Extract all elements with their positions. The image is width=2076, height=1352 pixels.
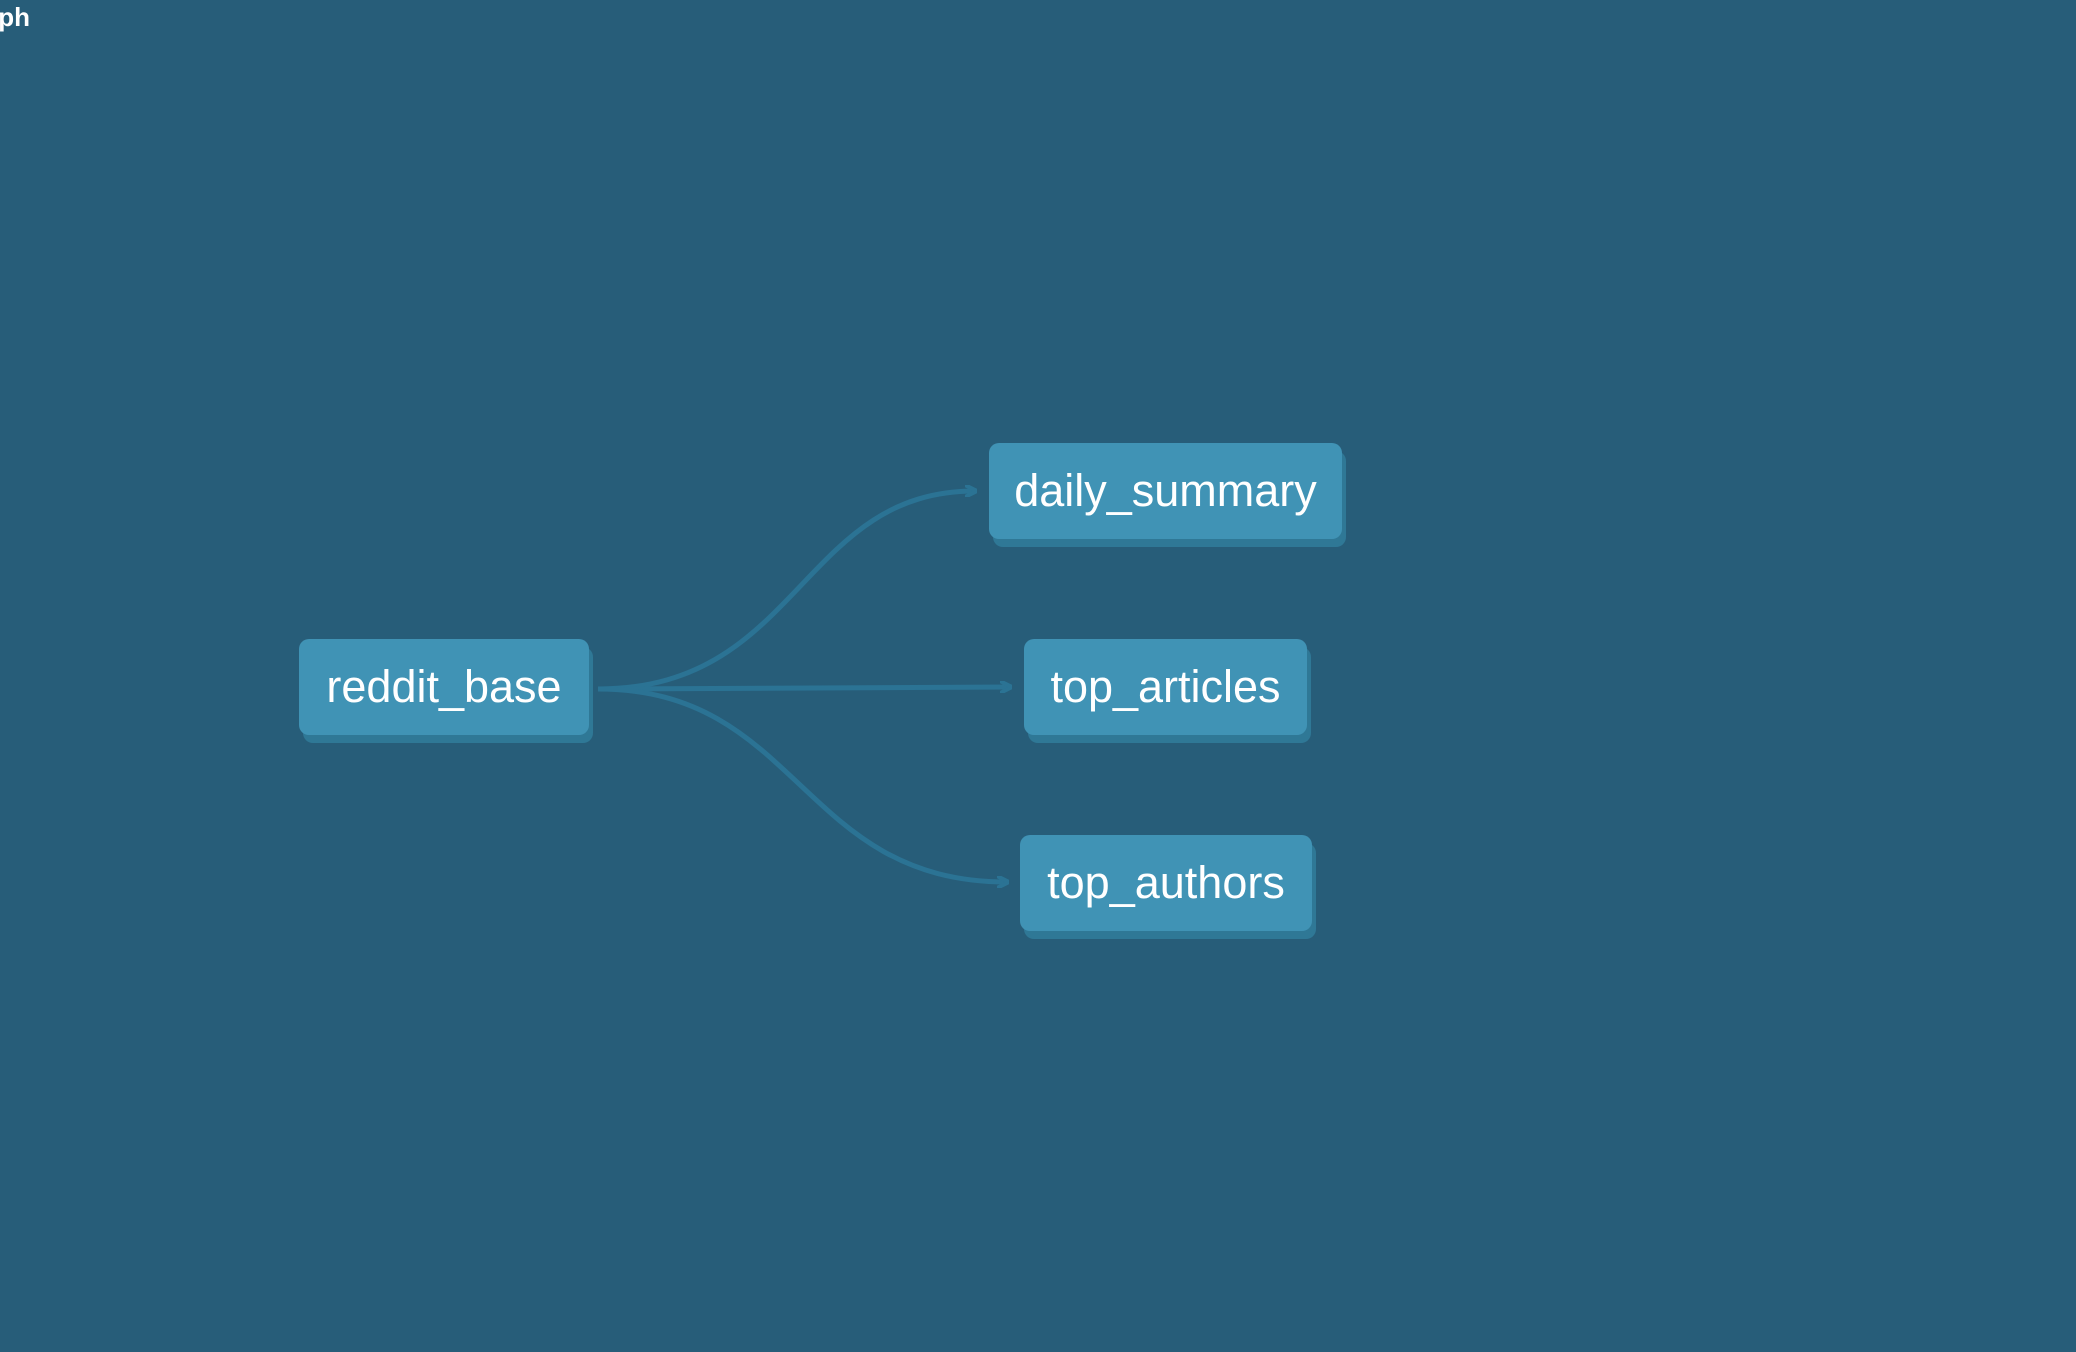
edge-reddit-base-daily-summary [597,491,975,692]
edge-reddit-base-top-authors [597,686,1007,882]
node-top-articles[interactable]: top_articles [1024,639,1307,735]
page-title: ph [0,2,30,32]
edge-reddit-base-top-articles [597,687,1010,689]
node-reddit-base[interactable]: reddit_base [299,639,589,735]
node-daily-summary[interactable]: daily_summary [989,443,1342,539]
node-top-authors[interactable]: top_authors [1020,835,1312,931]
